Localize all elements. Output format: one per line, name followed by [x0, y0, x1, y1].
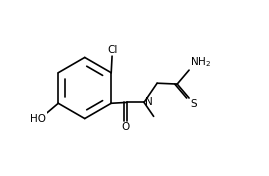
Text: S: S	[190, 99, 197, 109]
Text: Cl: Cl	[107, 45, 117, 55]
Text: NH$_2$: NH$_2$	[190, 55, 211, 69]
Text: O: O	[122, 122, 130, 133]
Text: HO: HO	[30, 114, 46, 124]
Text: N: N	[145, 97, 153, 107]
